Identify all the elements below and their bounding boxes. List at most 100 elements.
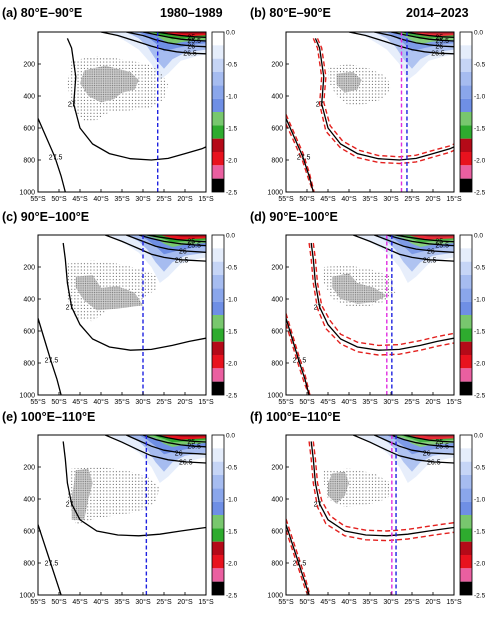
colorbar-tick-label: -2.0 <box>226 158 238 165</box>
colorbar-segment <box>212 328 224 342</box>
colorbar-segment <box>212 501 224 515</box>
isopycnal-label: 25 <box>435 239 443 246</box>
y-tick-label: 600 <box>23 126 35 133</box>
y-tick-label: 1000 <box>267 593 283 600</box>
dashed-isopycnal <box>316 38 454 158</box>
x-tick-label: 40°S <box>341 398 357 406</box>
shading-level-7 <box>172 435 206 438</box>
colorbar-tick-label: -2.5 <box>474 593 486 600</box>
x-tick-label: 15°S <box>446 598 462 606</box>
colorbar-tick-label: -1.5 <box>226 126 238 133</box>
x-tick-label: 35°S <box>362 598 378 606</box>
x-tick-label: 20°S <box>177 398 193 406</box>
shading-level-7 <box>172 32 206 35</box>
y-tick-label: 1000 <box>267 190 283 197</box>
colorbar-tick-label: -2.5 <box>226 393 238 400</box>
isopycnal-line <box>125 235 206 253</box>
y-tick-label: 600 <box>271 329 283 336</box>
y-tick-label: 1000 <box>267 393 283 400</box>
x-tick-label: 35°S <box>362 398 378 406</box>
colorbar-tick-label: 0.0 <box>474 233 483 240</box>
isopycnal-line <box>142 435 206 448</box>
colorbar-segment <box>460 355 472 369</box>
x-tick-label: 20°S <box>425 598 441 606</box>
shading-level-7 <box>420 32 454 35</box>
x-tick-label: 55°S <box>30 398 46 406</box>
colorbar-segment <box>460 435 472 449</box>
colorbar-tick-label: 0.0 <box>474 30 483 37</box>
isopycnal-label: 27 <box>68 102 76 109</box>
colorbar-segment <box>212 435 224 449</box>
colorbar-segment <box>212 488 224 502</box>
colorbar-segment <box>212 152 224 166</box>
colorbar-tick-label: -0.5 <box>474 465 486 472</box>
colorbar-tick-label: -2.5 <box>474 393 486 400</box>
isopycnal-line <box>403 435 454 443</box>
colorbar-segment <box>460 301 472 315</box>
isopycnal-line <box>352 235 454 262</box>
colorbar-segment <box>212 45 224 59</box>
y-tick-label: 400 <box>23 297 35 304</box>
colorbar-segment <box>460 341 472 355</box>
isopycnal-label: 26.5 <box>175 257 189 264</box>
colorbar-segment <box>212 541 224 555</box>
x-tick-label: 25°S <box>156 598 172 606</box>
colorbar-tick-label: -1.5 <box>226 329 238 336</box>
isopycnal-line <box>286 524 310 595</box>
dense-stipple-region <box>71 468 93 520</box>
x-tick-label: 40°S <box>341 195 357 203</box>
dense-stipple-region <box>80 65 139 103</box>
x-tick-label: 20°S <box>177 598 193 606</box>
isopycnal-label: 27.5 <box>45 357 59 364</box>
isopycnal-line <box>390 435 454 448</box>
x-tick-label: 55°S <box>278 398 294 406</box>
x-tick-label: 20°S <box>425 398 441 406</box>
y-tick-label: 800 <box>271 158 283 165</box>
colorbar-segment <box>460 72 472 86</box>
x-tick-label: 30°S <box>135 195 151 203</box>
x-tick-label: 15°S <box>446 398 462 406</box>
y-tick-label: 800 <box>23 361 35 368</box>
colorbar-tick-label: -1.0 <box>226 497 238 504</box>
colorbar-segment <box>460 235 472 249</box>
isopycnal-line <box>373 435 454 455</box>
isopycnal-line <box>310 242 454 351</box>
isopycnal-label: 26.5 <box>183 51 197 58</box>
x-tick-label: 25°S <box>404 398 420 406</box>
dashed-isopycnal <box>286 323 310 395</box>
y-tick-label: 400 <box>271 497 283 504</box>
isopycnal-line <box>374 32 454 48</box>
colorbar: 0.0 -0.5 -1.0 -1.5 -2.0 -2.5 <box>211 30 238 197</box>
dashed-isopycnal <box>286 123 314 192</box>
colorbar-segment <box>212 528 224 542</box>
colorbar-segment <box>212 58 224 72</box>
colorbar-segment <box>212 568 224 582</box>
x-tick-label: 45°S <box>320 195 336 203</box>
x-tick-label: 30°S <box>135 398 151 406</box>
colorbar-segment <box>460 152 472 166</box>
colorbar-segment <box>460 581 472 595</box>
colorbar-segment <box>212 178 224 192</box>
isopycnal-label: 25.5 <box>435 38 449 45</box>
isopycnal-label: 26 <box>187 44 195 51</box>
colorbar-segment <box>212 315 224 329</box>
shading-level-7 <box>420 435 454 438</box>
colorbar-frame <box>459 31 473 193</box>
x-tick-label: 40°S <box>93 195 109 203</box>
colorbar-segment <box>460 32 472 46</box>
y-tick-label: 200 <box>271 465 283 472</box>
colorbar-segment <box>212 275 224 289</box>
colorbar-segment <box>460 461 472 475</box>
y-tick-label: 1000 <box>19 593 35 600</box>
x-tick-label: 50°S <box>51 195 67 203</box>
isopycnal-label: 26 <box>175 450 183 457</box>
panel-title: (f) 100°E–110°E <box>250 410 341 424</box>
isopycnal-line <box>38 318 62 395</box>
colorbar: 0.0 -0.5 -1.0 -1.5 -2.0 -2.5 <box>459 433 486 600</box>
colorbar-segment <box>212 138 224 152</box>
x-tick-label: 55°S <box>278 195 294 203</box>
colorbar-tick-label: -0.5 <box>474 265 486 272</box>
